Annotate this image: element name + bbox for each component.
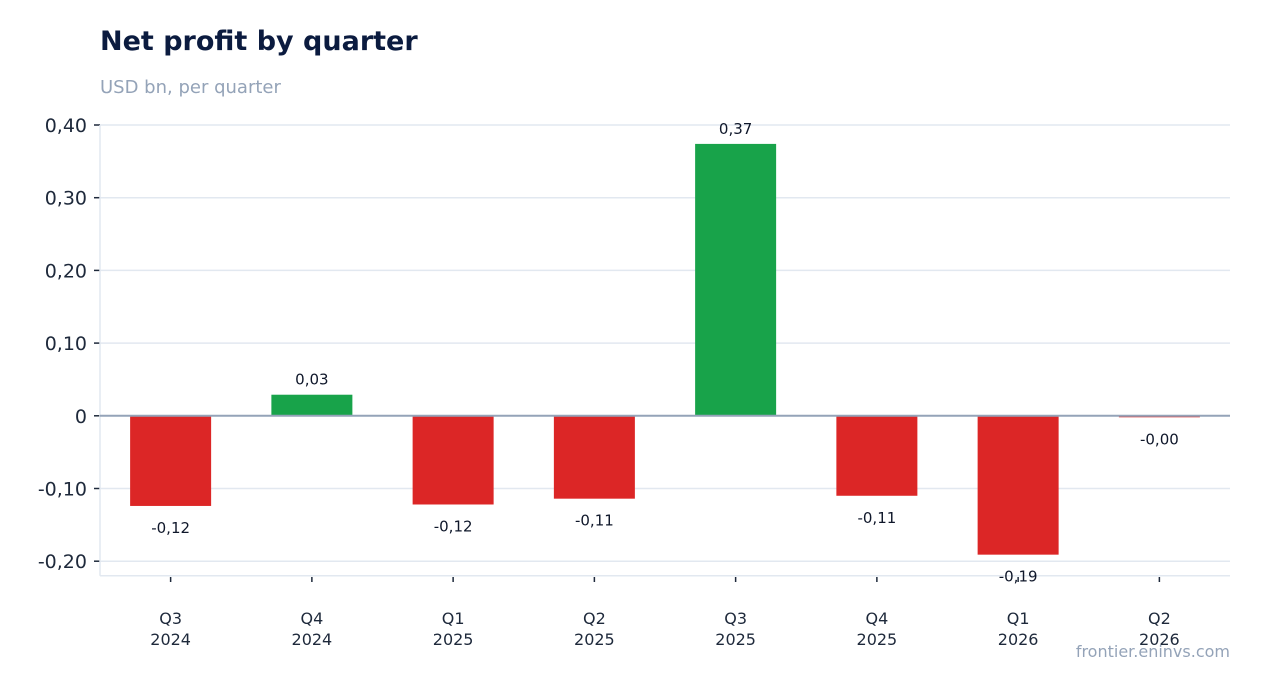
x-tick-label: Q1 [442,609,465,628]
y-tick-label: 0,20 [45,260,87,282]
y-tick-label: 0,10 [45,333,87,355]
grid-lines [100,124,1230,562]
x-tick-label: 2026 [998,630,1039,649]
axes [94,124,1230,582]
bar [553,415,635,499]
data-label: -0,11 [857,509,896,527]
x-tick-label: 2026 [1139,630,1180,649]
x-tick-label: Q3 [159,609,182,628]
chart-subtitle: USD bn, per quarter [100,77,281,98]
x-tick-label: Q4 [865,609,888,628]
bars [130,143,1200,555]
data-label: -0,12 [434,517,473,535]
labels: 0,40 0,30 0,20 0,10 0 -0,10 -0,20 -0,12 Q3 2024 0,… [38,115,1180,649]
x-tick-label: 2025 [857,630,898,649]
bar [271,394,353,416]
source-credit: frontier.eninvs.com [1075,642,1230,661]
x-tick-label: 2024 [292,630,333,649]
data-label: -0,00 [1140,430,1179,448]
y-tick-label: 0 [75,406,87,428]
x-tick-label: 2025 [433,630,474,649]
chart-title: Net profit by quarter [100,26,418,57]
y-tick-label: -0,20 [38,551,87,573]
data-label: 0,03 [295,371,328,389]
data-label: 0,37 [719,120,752,138]
bar [836,415,918,496]
y-tick-label: 0,30 [45,188,87,210]
data-label: -0,12 [151,519,190,537]
data-label: -0,19 [999,568,1038,586]
x-tick-label: Q2 [1148,609,1171,628]
bar [412,415,494,505]
x-tick-label: 2024 [150,630,191,649]
x-tick-label: Q1 [1007,609,1030,628]
y-tick-label: 0,40 [45,115,87,137]
bar [695,143,777,416]
x-tick-label: Q3 [724,609,747,628]
bar [977,415,1059,555]
x-tick-label: 2025 [574,630,615,649]
y-tick-label: -0,10 [38,479,87,501]
bar [130,415,212,506]
data-label: -0,11 [575,512,614,530]
x-tick-label: Q4 [300,609,323,628]
x-tick-label: 2025 [715,630,756,649]
x-tick-label: Q2 [583,609,606,628]
